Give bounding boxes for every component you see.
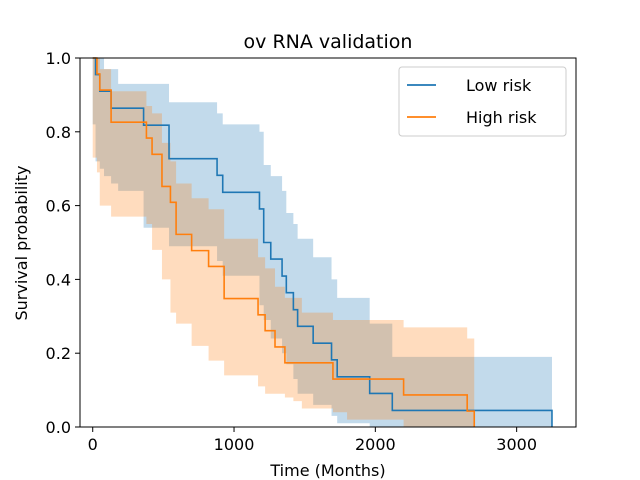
confidence-bands	[92, 58, 552, 427]
legend: Low risk High risk	[398, 66, 567, 137]
y-tick-label: 0.6	[46, 197, 71, 216]
ci-band-low-risk	[92, 58, 552, 427]
x-tick-label: 0	[88, 435, 98, 454]
x-tick-label: 2000	[355, 435, 396, 454]
legend-label: High risk	[466, 108, 537, 127]
y-tick-label: 0.0	[46, 418, 71, 437]
chart-title: ov RNA validation	[244, 31, 413, 53]
legend-label: Low risk	[466, 76, 532, 95]
y-tick-label: 1.0	[46, 49, 71, 68]
y-tick-label: 0.4	[46, 270, 71, 289]
survival-curves	[92, 57, 553, 427]
axes: 0 1000 2000 3000 0.0 0.2 0.4 0.6 0.8 1.0	[46, 49, 577, 454]
ci-band-high-risk	[92, 58, 475, 427]
x-tick-label: 1000	[214, 435, 255, 454]
plot-frame	[79, 57, 577, 428]
y-tick-label: 0.2	[46, 344, 71, 363]
survival-line-high-risk	[92, 57, 476, 427]
y-tick-label: 0.8	[46, 123, 71, 142]
x-tick-label: 3000	[496, 435, 537, 454]
legend-box	[398, 66, 567, 137]
y-axis-label: Survival probability	[12, 166, 31, 321]
x-axis-label: Time (Months)	[269, 461, 385, 480]
